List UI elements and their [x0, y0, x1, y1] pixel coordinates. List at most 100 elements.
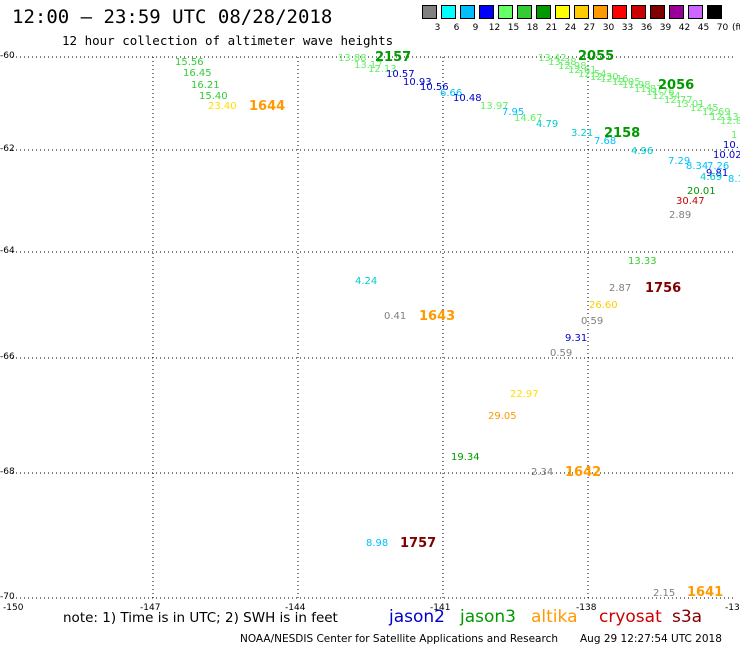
wave-height-value: 0.59 — [581, 316, 604, 327]
wave-height-value: 7.68 — [594, 136, 617, 147]
pass-time-label: 1644 — [249, 99, 286, 114]
scale-label: 21 — [545, 23, 558, 33]
pass-time-label: 1643 — [419, 309, 456, 324]
scale-label: 15 — [507, 23, 520, 33]
pass-time-label: 1642 — [565, 465, 602, 480]
units-note: note: 1) Time is in UTC; 2) SWH is in fe… — [63, 610, 338, 626]
satellite-legend-item: jason2 — [389, 607, 445, 627]
scale-swatch — [460, 5, 475, 19]
wave-height-value: 13.42 — [538, 53, 567, 64]
latitude-label: -62 — [0, 144, 15, 154]
wave-height-value: 22.97 — [510, 389, 539, 400]
scale-swatch — [574, 5, 589, 19]
wave-height-value: 15.56 — [175, 57, 204, 68]
wave-height-value: 29.05 — [488, 411, 517, 422]
scale-label: 12 — [488, 23, 501, 33]
pass-time-label: 2157 — [375, 50, 412, 65]
wave-height-value: 20.01 — [687, 186, 716, 197]
scale-label: 24 — [564, 23, 577, 33]
scale-label: 45 — [697, 23, 710, 33]
pass-time-label: 1757 — [400, 536, 437, 551]
wave-height-value: 12.98 — [558, 61, 587, 72]
wave-height-value: 13.01 — [676, 99, 705, 110]
wave-height-value: 12.61 — [568, 65, 597, 76]
latitude-label: -70 — [0, 592, 15, 602]
wave-height-value: 12.13 — [368, 64, 397, 75]
wave-height-value: 23.40 — [208, 101, 237, 112]
wave-height-value: 16.21 — [191, 80, 220, 91]
longitude-label: -138 — [576, 603, 597, 613]
longitude-label: -141 — [430, 603, 451, 613]
wave-height-value: 4.69 — [700, 172, 723, 183]
longitude-label: -13 — [725, 603, 740, 613]
wave-height-value: 26.60 — [589, 300, 618, 311]
scale-label: 3 — [434, 23, 441, 33]
wave-height-value: 2.89 — [669, 210, 692, 221]
wave-height-value: 0.41 — [384, 311, 407, 322]
wave-height-value: 12.16 — [600, 74, 629, 85]
wave-height-value: 12.45 — [690, 103, 719, 114]
longitude-label: -144 — [285, 603, 306, 613]
wave-height-value: 7.95 — [502, 107, 525, 118]
scale-swatch — [707, 5, 722, 19]
map-title: 12:00 – 23:59 UTC 08/28/2018 — [12, 6, 333, 28]
scale-swatch — [612, 5, 627, 19]
wave-height-value: 7.26 — [707, 161, 730, 172]
wave-height-value: 2.34 — [531, 467, 554, 478]
wave-height-value: 12.30 — [590, 72, 619, 83]
pass-time-label: 1756 — [645, 281, 682, 296]
wave-height-value: 13.88 — [338, 53, 367, 64]
wave-height-value: 4.79 — [536, 119, 559, 130]
scale-swatch — [422, 5, 437, 19]
wave-height-value: 0.59 — [550, 348, 573, 359]
pass-time-label: 2158 — [604, 126, 641, 141]
latitude-label: -60 — [0, 51, 15, 61]
wave-height-value: 12.77 — [664, 95, 693, 106]
longitude-label: -150 — [3, 603, 24, 613]
wave-height-value: 13.38 — [548, 57, 577, 68]
satellite-legend-item: s3a — [672, 607, 703, 627]
wave-height-value: 1 — [731, 130, 738, 141]
latitude-label: -68 — [0, 467, 15, 477]
satellite-legend-item: jason3 — [460, 607, 516, 627]
pass-time-label: 2056 — [658, 78, 695, 93]
scale-swatch — [593, 5, 608, 19]
scale-label: 27 — [583, 23, 596, 33]
longitude-label: -147 — [140, 603, 161, 613]
wave-height-value: 2.15 — [653, 588, 676, 599]
scale-swatch — [517, 5, 532, 19]
scale-label: 39 — [659, 23, 672, 33]
wave-height-value: 12.82 — [720, 116, 740, 127]
scale-swatch — [688, 5, 703, 19]
wave-height-value: 4.24 — [355, 276, 378, 287]
wave-height-value: 19.34 — [451, 452, 480, 463]
scale-swatch — [669, 5, 684, 19]
wave-height-value: 6.66 — [440, 88, 463, 99]
wave-height-value: 9.81 — [706, 168, 729, 179]
wave-height-value: 12.69 — [702, 107, 731, 118]
wave-height-value: 8.98 — [366, 538, 389, 549]
satellite-legend-item: altika — [531, 607, 578, 627]
scale-swatch — [650, 5, 665, 19]
scale-swatch — [479, 5, 494, 19]
wave-height-value: 10.56 — [420, 82, 449, 93]
wave-height-value: 9.31 — [565, 333, 588, 344]
wave-height-value: 2.87 — [609, 283, 632, 294]
wave-height-value: 15.40 — [199, 91, 228, 102]
wave-height-value: 13.33 — [628, 256, 657, 267]
wave-height-value: 12.05 — [612, 77, 641, 88]
credit-line: NOAA/NESDIS Center for Satellite Applica… — [240, 633, 558, 645]
scale-swatch — [441, 5, 456, 19]
wave-height-value: 7.29 — [668, 156, 691, 167]
wave-height-value: 4.96 — [631, 146, 654, 157]
satellite-legend-item: cryosat — [599, 607, 662, 627]
wave-height-value: 11.87 — [634, 84, 663, 95]
latitude-label: -66 — [0, 352, 15, 362]
pass-time-label: 1641 — [687, 585, 724, 600]
wave-height-value: 12.13 — [710, 112, 739, 123]
wave-height-value: 13.17 — [354, 60, 383, 71]
wave-height-value: 8.34 — [686, 161, 709, 172]
scale-swatch — [498, 5, 513, 19]
wave-height-value: 8.1 — [728, 174, 740, 185]
